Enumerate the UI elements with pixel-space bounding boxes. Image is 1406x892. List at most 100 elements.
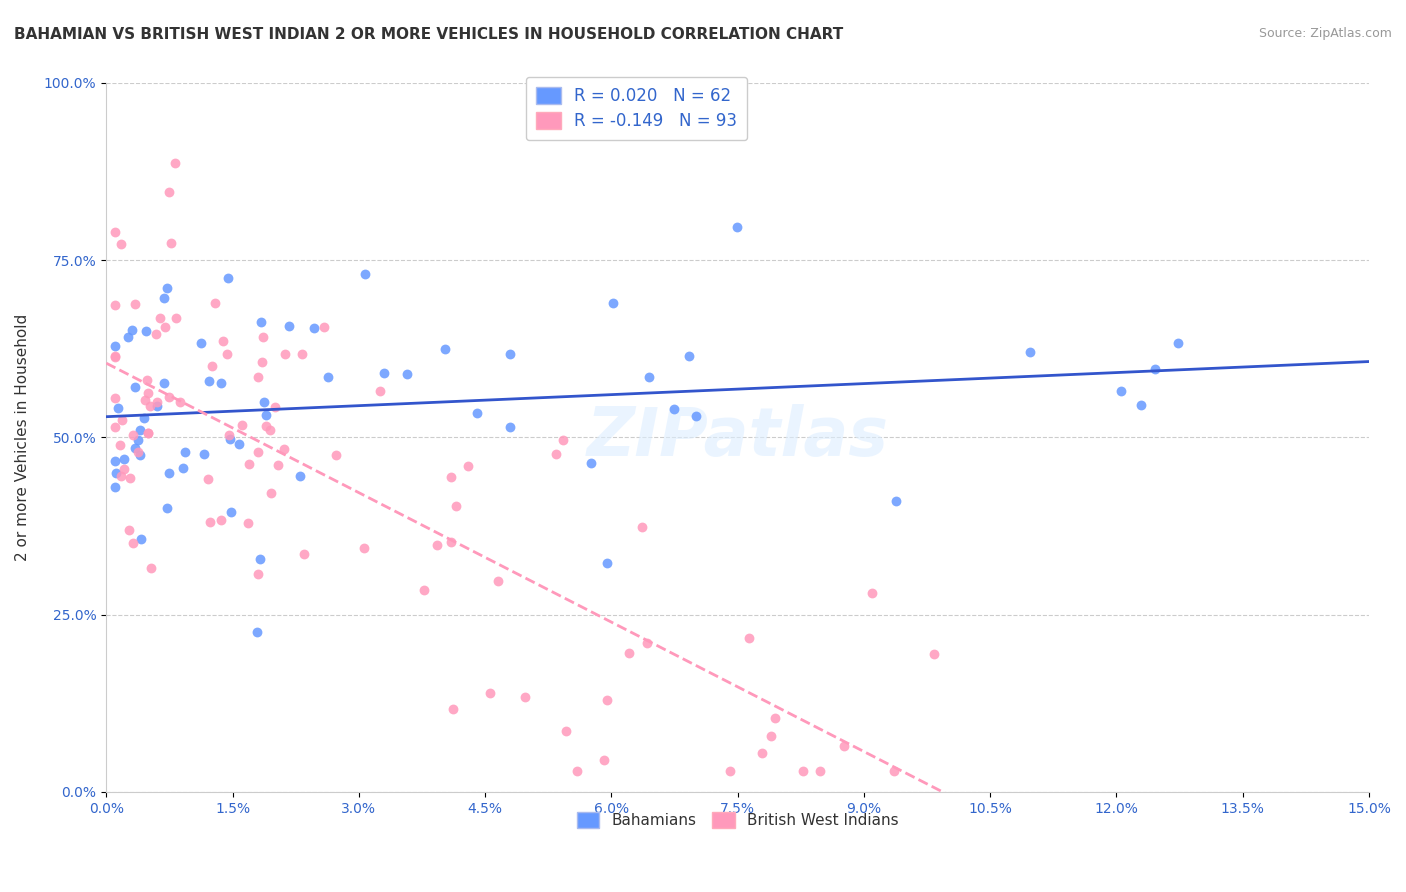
Point xyxy=(440,535,463,549)
Point xyxy=(218,428,240,442)
Point xyxy=(249,552,271,566)
Point xyxy=(246,625,269,640)
Point xyxy=(122,428,145,442)
Point xyxy=(204,295,226,310)
Point xyxy=(104,391,127,405)
Point xyxy=(499,420,522,434)
Point xyxy=(860,585,883,599)
Point xyxy=(636,636,658,650)
Point xyxy=(104,297,127,311)
Point xyxy=(883,764,905,778)
Point xyxy=(157,466,180,480)
Point xyxy=(200,515,222,529)
Point xyxy=(165,311,187,326)
Point xyxy=(1130,399,1153,413)
Point xyxy=(1109,384,1132,398)
Point xyxy=(105,467,128,481)
Point xyxy=(145,399,167,413)
Point xyxy=(190,335,212,350)
Point xyxy=(1019,345,1042,359)
Text: Source: ZipAtlas.com: Source: ZipAtlas.com xyxy=(1258,27,1392,40)
Point xyxy=(292,548,315,562)
Point xyxy=(441,701,464,715)
Point xyxy=(759,730,782,744)
Point xyxy=(727,220,749,235)
Point xyxy=(197,472,219,486)
Point xyxy=(592,753,614,767)
Point xyxy=(678,349,700,363)
Point xyxy=(413,582,436,597)
Point xyxy=(146,395,169,409)
Point xyxy=(238,457,260,471)
Point xyxy=(156,500,179,515)
Point xyxy=(738,631,761,645)
Point xyxy=(267,458,290,472)
Point xyxy=(159,390,181,404)
Point xyxy=(215,347,238,361)
Point xyxy=(217,270,239,285)
Point xyxy=(325,448,347,462)
Point xyxy=(118,471,141,485)
Point xyxy=(718,764,741,778)
Point xyxy=(172,460,194,475)
Point xyxy=(685,409,707,423)
Point xyxy=(104,454,127,468)
Point xyxy=(581,456,603,470)
Point xyxy=(250,314,273,328)
Point xyxy=(596,556,619,570)
Point xyxy=(808,764,831,778)
Legend: Bahamians, British West Indians: Bahamians, British West Indians xyxy=(571,805,905,834)
Point xyxy=(316,370,339,384)
Point xyxy=(662,402,685,417)
Point xyxy=(149,310,172,325)
Point xyxy=(193,448,215,462)
Point xyxy=(104,350,127,364)
Point xyxy=(228,436,250,450)
Point xyxy=(121,535,143,549)
Point xyxy=(617,646,640,660)
Point xyxy=(201,359,224,373)
Point xyxy=(259,423,281,437)
Point xyxy=(247,369,270,384)
Point xyxy=(555,724,578,739)
Point xyxy=(104,419,127,434)
Point xyxy=(637,370,659,384)
Point xyxy=(302,320,325,334)
Point xyxy=(108,438,131,452)
Point xyxy=(129,449,152,463)
Point xyxy=(197,374,219,388)
Point xyxy=(291,346,314,360)
Point xyxy=(135,324,157,338)
Point xyxy=(211,334,233,348)
Point xyxy=(104,480,127,494)
Point xyxy=(160,236,183,251)
Point xyxy=(246,445,269,459)
Point xyxy=(169,394,191,409)
Point xyxy=(486,574,509,588)
Point xyxy=(278,318,301,333)
Point xyxy=(1143,361,1166,376)
Point xyxy=(218,432,240,446)
Point xyxy=(124,441,146,455)
Point xyxy=(264,401,287,415)
Point xyxy=(465,406,488,420)
Point xyxy=(104,225,127,239)
Point xyxy=(457,458,479,473)
Point xyxy=(602,296,624,310)
Point xyxy=(136,373,159,387)
Point xyxy=(433,342,456,356)
Point xyxy=(440,470,463,484)
Point xyxy=(426,538,449,552)
Point xyxy=(353,541,375,556)
Point xyxy=(110,237,132,252)
Point xyxy=(145,326,167,341)
Point xyxy=(312,320,335,334)
Y-axis label: 2 or more Vehicles in Household: 2 or more Vehicles in Household xyxy=(15,314,30,561)
Point xyxy=(136,426,159,441)
Point xyxy=(273,346,295,360)
Point xyxy=(231,417,253,432)
Point xyxy=(1167,335,1189,350)
Point xyxy=(107,401,129,415)
Point xyxy=(273,442,295,456)
Point xyxy=(124,297,146,311)
